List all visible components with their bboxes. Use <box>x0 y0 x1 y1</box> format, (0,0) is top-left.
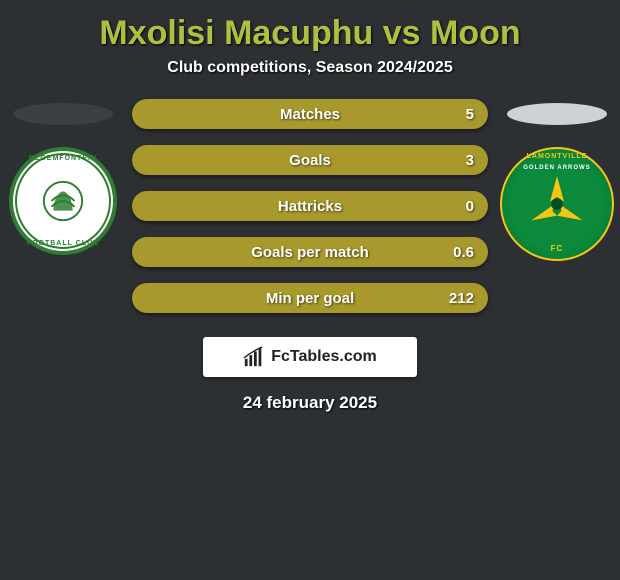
stat-label: Hattricks <box>132 198 488 215</box>
stat-bar: Matches5 <box>132 99 488 129</box>
stat-bar: Goals per match0.6 <box>132 237 488 267</box>
left-player-col: BLOEMFONTEIN FOOTBALL CLUB <box>8 95 118 255</box>
crest-arc-mid: GOLDEN ARROWS <box>502 165 612 171</box>
subtitle: Club competitions, Season 2024/2025 <box>0 59 620 77</box>
stat-label: Min per goal <box>132 290 488 307</box>
left-club-crest: BLOEMFONTEIN FOOTBALL CLUB <box>9 147 117 255</box>
stat-value-right: 5 <box>466 106 474 123</box>
page-title: Mxolisi Macuphu vs Moon <box>0 14 620 53</box>
stat-label: Goals <box>132 152 488 169</box>
stat-bar: Goals3 <box>132 145 488 175</box>
brand-box[interactable]: FcTables.com <box>203 337 417 377</box>
left-player-ellipse <box>13 103 113 125</box>
crest-arc-bottom: FC <box>502 244 612 253</box>
stat-bar: Min per goal212 <box>132 283 488 313</box>
right-player-col: LAMONTVILLE GOLDEN ARROWS FC <box>502 95 612 261</box>
snapshot-date: 24 february 2025 <box>0 393 620 413</box>
crest-arc-top: BLOEMFONTEIN <box>13 155 113 162</box>
stat-value-right: 212 <box>449 290 474 307</box>
stat-label: Matches <box>132 106 488 123</box>
brand-label: FcTables.com <box>271 348 377 366</box>
stat-value-right: 3 <box>466 152 474 169</box>
crest-arc-top: LAMONTVILLE <box>502 153 612 160</box>
stat-value-right: 0 <box>466 198 474 215</box>
stat-bar: Hattricks0 <box>132 191 488 221</box>
crest-ring <box>15 153 111 249</box>
arrows-icon <box>522 169 592 239</box>
right-club-crest: LAMONTVILLE GOLDEN ARROWS FC <box>500 147 614 261</box>
crest-arc-bottom: FOOTBALL CLUB <box>13 240 113 247</box>
comparison-card: { "background_color": "#2d3033", "title"… <box>0 14 620 580</box>
comparison-body: BLOEMFONTEIN FOOTBALL CLUB Matches5 Goals… <box>0 95 620 313</box>
right-player-ellipse <box>507 103 607 125</box>
stat-label: Goals per match <box>132 244 488 261</box>
stat-value-right: 0.6 <box>453 244 474 261</box>
bar-chart-icon <box>243 346 265 368</box>
stats-column: Matches5Goals3Hattricks0Goals per match0… <box>132 99 488 313</box>
